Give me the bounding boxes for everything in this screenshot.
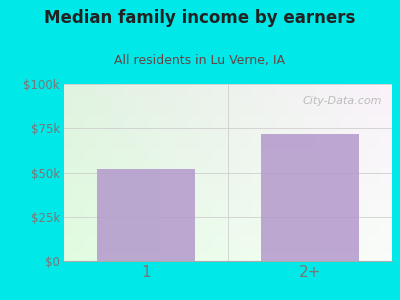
Text: Median family income by earners: Median family income by earners bbox=[44, 9, 356, 27]
Text: All residents in Lu Verne, IA: All residents in Lu Verne, IA bbox=[114, 54, 286, 67]
Bar bbox=[97, 169, 195, 261]
Bar bbox=[261, 134, 359, 261]
Text: City-Data.com: City-Data.com bbox=[303, 96, 382, 106]
